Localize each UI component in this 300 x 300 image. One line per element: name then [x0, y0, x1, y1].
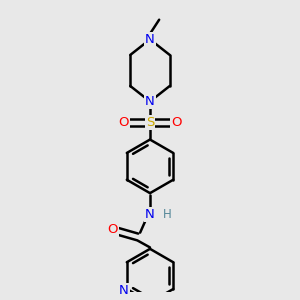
Text: N: N	[145, 33, 155, 46]
Text: N: N	[145, 95, 155, 108]
Text: N: N	[145, 208, 155, 221]
Text: N: N	[119, 284, 129, 297]
Text: H: H	[163, 208, 171, 221]
Text: O: O	[171, 116, 181, 129]
Text: O: O	[107, 223, 118, 236]
Text: O: O	[119, 116, 129, 129]
Text: S: S	[146, 116, 154, 129]
